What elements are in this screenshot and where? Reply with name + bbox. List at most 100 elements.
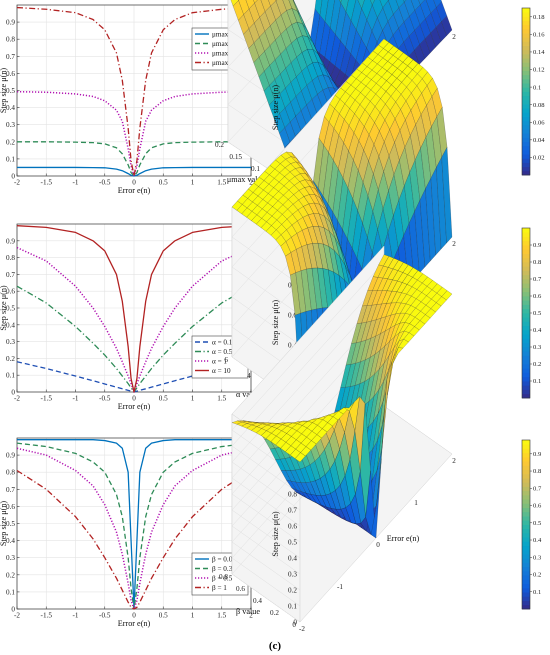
- colorbar-tick-label: 0.6: [533, 293, 542, 300]
- y-axis-label: Step size μ(n): [0, 501, 8, 547]
- colorbar-cell: [522, 236, 530, 242]
- z-tick-label: 0.4: [288, 342, 297, 350]
- surface-mesh: [231, 254, 453, 539]
- colorbar-cell: [522, 149, 530, 155]
- x-tick-label: 2: [452, 240, 456, 248]
- colorbar-cell: [522, 604, 530, 610]
- x-tick-label: 0.5: [159, 612, 168, 620]
- colorbar-cell: [522, 448, 530, 454]
- colorbar-cell: [522, 240, 530, 246]
- x-axis-label: Error e(n): [118, 186, 151, 195]
- colorbar-cell: [522, 465, 530, 470]
- surface-patch: [370, 0, 375, 6]
- colorbar-cell: [522, 283, 530, 288]
- colorbar-cell: [522, 482, 530, 487]
- colorbar-cell: [522, 325, 530, 331]
- surface-patch: [357, 0, 365, 9]
- z-tick-label: 0.3: [288, 571, 297, 579]
- line-chart-3: -2 -1.5 -1 -0.5 0 0.5 1 1.5 2 0 0.1 0.2 0.3 0.4 0.5 0.6…: [0, 437, 253, 628]
- colorbar-cell: [522, 461, 530, 466]
- colorbar-cell: [522, 587, 530, 593]
- colorbar-cell: [522, 141, 530, 147]
- colorbar-cell: [522, 532, 530, 538]
- colorbar-cell: [522, 554, 530, 559]
- colorbar-tick-label: 0.3: [533, 554, 542, 561]
- colorbar-cell: [522, 583, 530, 589]
- y-tick-label: 0.9: [6, 237, 15, 245]
- x-tick-label: -0.5: [99, 179, 111, 187]
- colorbar-cell: [522, 253, 530, 259]
- x-tick-label: 0.5: [159, 179, 168, 187]
- x-tick-label: 2: [249, 612, 253, 620]
- surface-patch: [253, 0, 258, 4]
- colorbar-cell: [522, 145, 530, 151]
- colorbar-tick-label: 0.9: [533, 451, 542, 458]
- y-tick-label: 0.6: [6, 288, 15, 296]
- z-tick-label: 0.6: [288, 523, 297, 531]
- colorbar-cell: [522, 133, 530, 138]
- x-axis-label: Error e(n): [118, 619, 151, 628]
- z-grid-line: [231, 325, 385, 543]
- z-tick-label: 0.4: [288, 555, 297, 563]
- colorbar-cell: [522, 389, 530, 395]
- z-tick-label: 0.5: [288, 539, 297, 547]
- x-tick-label: 2: [452, 33, 456, 41]
- legend-entry-label: α = 10: [212, 367, 231, 375]
- colorbar-cell: [522, 592, 530, 597]
- z-tick-label: 0.1: [288, 603, 297, 611]
- x-axis-label: Error e(n): [118, 402, 151, 411]
- colorbar-cell: [522, 313, 530, 318]
- colorbar-cell: [522, 257, 530, 263]
- colorbar-cell: [522, 91, 530, 97]
- colorbar-cell: [522, 524, 530, 530]
- colorbar-tick-label: 0.9: [533, 242, 542, 249]
- x-tick-label: 1.5: [217, 395, 226, 403]
- surface-patch: [403, 0, 407, 3]
- y-axis-label: α value: [236, 390, 260, 399]
- colorbar-tick-label: 0.8: [533, 468, 542, 475]
- x-tick-label: 2: [452, 457, 456, 465]
- colorbar-tick-label: 0.1: [533, 589, 541, 596]
- z-grid-line: [231, 277, 385, 495]
- colorbar-cell: [522, 296, 530, 301]
- legend-entry-label: α = 0.5: [212, 348, 233, 356]
- y-tick-label: 0.7: [6, 486, 15, 494]
- z-axis-label: Step size μ(n): [271, 511, 280, 557]
- x-tick-label: 1.5: [217, 612, 226, 620]
- colorbar-cell: [522, 28, 530, 34]
- colorbar-tick-label: 0.12: [533, 67, 545, 74]
- surface-chart-3: 00.10.20.30.40.50.60.70.80.9-2-101200.20…: [219, 245, 542, 633]
- colorbar-cell: [522, 266, 530, 271]
- y-tick-label: 0.1: [6, 588, 15, 596]
- colorbar-cell: [522, 124, 530, 130]
- colorbar-cell: [522, 245, 530, 250]
- colorbar-cell: [522, 120, 530, 126]
- x-tick-label: 0: [376, 541, 380, 549]
- colorbar-cell: [522, 33, 530, 38]
- colorbar: 0.1 0.2 0.3 0.4 0.5 0.6 0.7 0.8 0.9: [521, 439, 542, 610]
- z-grid-line: [231, 341, 385, 559]
- x-tick-label: -1.5: [41, 179, 53, 187]
- colorbar-frame: [521, 439, 531, 610]
- colorbar: 0.1 0.2 0.3 0.4 0.5 0.6 0.7 0.8 0.9: [521, 227, 542, 399]
- surface-patch: [441, 15, 453, 36]
- y-tick-label: 0.2: [6, 571, 15, 579]
- y-tick-label: 0.8: [6, 254, 15, 262]
- y-tick-label: 0.4: [6, 321, 15, 329]
- colorbar-cell: [522, 62, 530, 67]
- x-tick-label: -2: [14, 395, 20, 403]
- y-tick-label: 0: [11, 606, 15, 614]
- colorbar-cell: [522, 444, 530, 449]
- colorbar-cell: [522, 456, 530, 462]
- x-tick-label: 1.5: [217, 179, 226, 187]
- y-tick-label: 0.8: [6, 36, 15, 44]
- colorbar-cell: [522, 12, 530, 17]
- line-chart-1: -2 -1.5 -1 -0.5 0 0.5 1 1.5 2 0 0.1 0.2 0.3 0.4 0.5 0.6…: [0, 4, 253, 195]
- colorbar-cell: [522, 385, 530, 390]
- colorbar-cell: [522, 66, 530, 72]
- x-tick-label: 0: [132, 179, 136, 187]
- x-tick-label: -2: [14, 612, 20, 620]
- surface-patch: [441, 290, 453, 301]
- y-tick-label: 0.9: [6, 19, 15, 27]
- colorbar-cell: [522, 304, 530, 310]
